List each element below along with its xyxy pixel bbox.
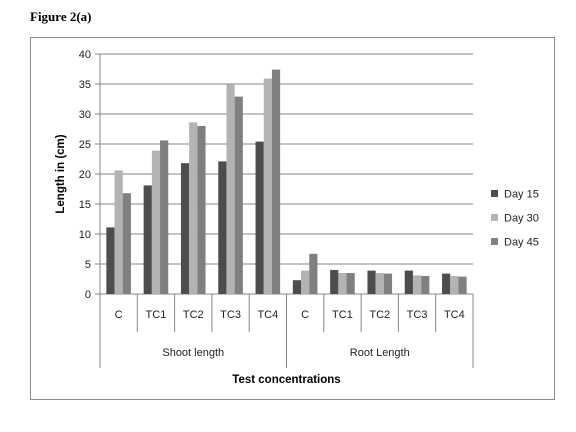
bar bbox=[412, 275, 422, 294]
bar bbox=[255, 141, 264, 294]
bar bbox=[263, 78, 272, 294]
group-label: Root Length bbox=[350, 347, 410, 359]
bar bbox=[309, 253, 318, 294]
figure-caption: Figure 2(a) bbox=[30, 9, 92, 24]
bar bbox=[160, 140, 169, 294]
x-tick-label: TC2 bbox=[369, 309, 390, 321]
bar bbox=[330, 270, 339, 294]
bar bbox=[338, 273, 347, 294]
x-tick-label: TC4 bbox=[444, 309, 465, 321]
y-tick-label: 40 bbox=[79, 49, 91, 61]
x-axis-title: Test concentrations bbox=[232, 374, 340, 386]
y-tick-label: 30 bbox=[79, 109, 91, 121]
bar bbox=[383, 273, 393, 294]
bar bbox=[189, 122, 198, 295]
bar-chart: 0 5 10 15 20 25 30 35 40 C TC1 TC2 TC3 TC4 C TC1 TC2 TC3 T… bbox=[55, 49, 539, 386]
y-tick-label: 5 bbox=[85, 259, 91, 271]
legend-label: Day 30 bbox=[504, 213, 539, 225]
bar bbox=[450, 276, 459, 294]
bar bbox=[114, 170, 123, 294]
y-tick-label: 10 bbox=[79, 229, 91, 241]
legend-swatch bbox=[491, 238, 498, 245]
bar bbox=[346, 273, 355, 294]
y-tick-label: 20 bbox=[79, 169, 91, 181]
group-label: Shoot length bbox=[162, 347, 224, 359]
y-tick-label: 0 bbox=[85, 289, 91, 301]
bar bbox=[404, 270, 413, 294]
bar bbox=[180, 163, 190, 294]
bar bbox=[442, 273, 451, 294]
x-tick-label: TC3 bbox=[220, 309, 241, 321]
y-tick-label: 25 bbox=[79, 139, 91, 151]
legend-swatch bbox=[491, 190, 498, 197]
bar bbox=[458, 276, 467, 294]
x-tick-label: TC3 bbox=[407, 309, 428, 321]
bar bbox=[122, 193, 131, 294]
bar bbox=[421, 276, 430, 294]
bar bbox=[143, 185, 152, 294]
bar bbox=[292, 280, 302, 294]
bar bbox=[301, 270, 310, 294]
y-tick-label: 35 bbox=[79, 79, 91, 91]
x-tick-label: TC1 bbox=[332, 309, 353, 321]
x-tick-label: C bbox=[301, 309, 309, 321]
bar bbox=[197, 126, 206, 294]
bar bbox=[367, 270, 376, 294]
x-tick-label: TC2 bbox=[183, 309, 204, 321]
x-tick-label: TC4 bbox=[257, 309, 278, 321]
bar bbox=[106, 227, 115, 294]
y-axis-title: Length in (cm) bbox=[55, 134, 67, 213]
x-tick-label: C bbox=[115, 309, 123, 321]
legend-label: Day 15 bbox=[504, 189, 539, 201]
legend-swatch bbox=[491, 214, 498, 221]
y-tick-label: 15 bbox=[79, 199, 91, 211]
bar bbox=[271, 69, 281, 294]
chart-container: 0 5 10 15 20 25 30 35 40 C TC1 TC2 TC3 TC4 C TC1 TC2 TC3 T… bbox=[30, 37, 555, 400]
bar bbox=[218, 161, 227, 294]
x-tick-label: TC1 bbox=[146, 309, 167, 321]
bar bbox=[151, 150, 161, 294]
bar bbox=[375, 273, 384, 294]
legend-label: Day 45 bbox=[504, 237, 539, 249]
bar bbox=[234, 96, 243, 294]
bar bbox=[226, 84, 235, 294]
